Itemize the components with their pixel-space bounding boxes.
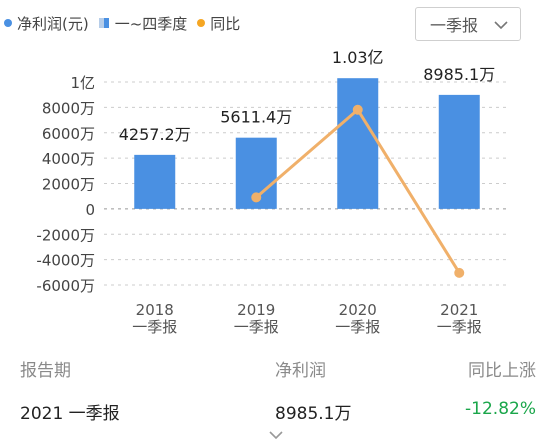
y-tick-label: 2000万 (42, 176, 95, 194)
header-period: 报告期 (20, 361, 71, 381)
net-profit-chart: 1亿 8000万 6000万 4000万 2000万 0 -2000万 -4000万 -6000… (36, 48, 510, 336)
period-select-value: 一季报 (430, 16, 479, 35)
row-growth: -12.82% (465, 399, 536, 419)
bar-value-label: 1.03亿 (332, 48, 384, 67)
y-tick-label: 1亿 (70, 74, 95, 92)
legend-item-yoy[interactable]: 同比 (197, 13, 240, 34)
x-tick-label: 一季报 (335, 318, 380, 336)
y-axis-ticks: 1亿 8000万 6000万 4000万 2000万 0 -2000万 -4000万 -6000… (36, 74, 95, 295)
legend-label: 一~四季度 (114, 14, 188, 33)
summary-header: 报告期 净利润 同比上涨 (0, 356, 550, 381)
bar (438, 94, 480, 209)
bar (134, 154, 176, 209)
legend-dot-icon (197, 19, 206, 27)
x-tick-label: 2018 (136, 301, 174, 319)
yoy-point (251, 192, 262, 203)
row-period: 2021 一季报 (20, 404, 120, 424)
legend-bar-icon (98, 18, 109, 28)
chart-legend: 净利润(元) 一~四季度 同比 (4, 6, 250, 40)
header-profit: 净利润 (275, 361, 326, 381)
chevron-down-icon[interactable] (264, 429, 288, 439)
yoy-line (251, 104, 465, 278)
y-tick-label: 4000万 (42, 150, 95, 168)
bar-value-label: 4257.2万 (119, 125, 191, 144)
y-tick-label: -4000万 (36, 252, 95, 270)
legend-label: 净利润(元) (17, 14, 89, 33)
x-tick-label: 一季报 (437, 318, 482, 336)
yoy-point (352, 104, 363, 115)
x-tick-label: 2021 (440, 301, 478, 319)
y-tick-label: 0 (85, 201, 95, 219)
legend-label: 同比 (210, 14, 241, 33)
summary-row: 2021 一季报 8985.1万 -12.82% (0, 399, 550, 424)
y-tick-label: -2000万 (36, 226, 95, 244)
bar (337, 78, 379, 209)
x-tick-label: 一季报 (234, 318, 279, 336)
legend-item-net-profit[interactable]: 净利润(元) (4, 13, 89, 34)
y-tick-label: -6000万 (36, 277, 95, 295)
bars (134, 78, 480, 209)
x-tick-label: 2020 (339, 301, 377, 319)
legend-item-quarters[interactable]: 一~四季度 (98, 13, 188, 34)
bar-value-labels: 4257.2万 5611.4万 1.03亿 8985.1万 (119, 48, 496, 144)
header-growth: 同比上涨 (468, 361, 536, 381)
bar-value-label: 5611.4万 (220, 108, 292, 127)
legend-dot-icon (4, 19, 12, 27)
yoy-point (454, 267, 465, 278)
bar-value-label: 8985.1万 (423, 65, 495, 84)
x-tick-label: 2019 (237, 301, 275, 319)
x-tick-label: 一季报 (132, 318, 177, 336)
y-tick-label: 8000万 (42, 99, 95, 117)
period-select[interactable]: 一季报 (415, 7, 521, 41)
y-tick-label: 6000万 (42, 125, 95, 143)
chevron-down-icon (494, 21, 508, 30)
row-profit: 8985.1万 (275, 404, 352, 424)
